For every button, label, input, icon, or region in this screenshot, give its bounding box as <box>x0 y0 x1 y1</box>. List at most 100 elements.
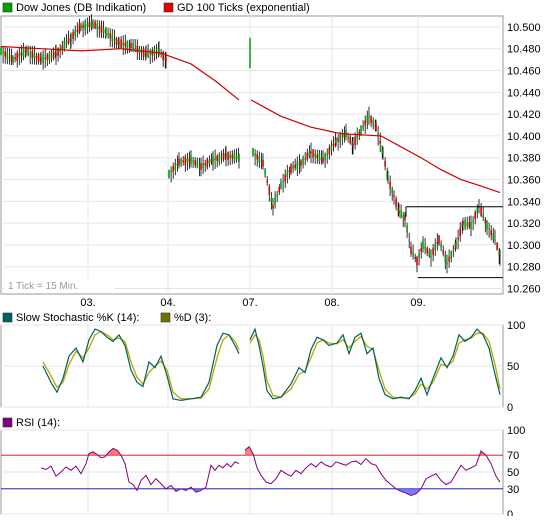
price-bar <box>27 48 29 56</box>
price-bar <box>180 159 182 165</box>
price-bar <box>80 25 82 29</box>
price-x-tick-label: 08. <box>324 297 339 309</box>
price-bar <box>212 155 214 165</box>
rsi-line <box>244 446 501 497</box>
price-bar <box>235 156 238 159</box>
price-bar <box>33 53 36 59</box>
price-bar <box>496 242 498 250</box>
price-y-tick-label: 10.500 <box>507 22 541 34</box>
price-bar <box>444 254 447 263</box>
price-bar <box>190 155 192 165</box>
price-bar <box>270 198 273 202</box>
price-bar <box>147 49 149 58</box>
price-bar <box>438 235 440 244</box>
price-bar <box>172 166 174 172</box>
price-bar <box>25 48 27 54</box>
price-bar <box>220 157 223 159</box>
price-bar <box>162 51 164 61</box>
price-bar <box>381 145 384 155</box>
price-bar <box>120 39 122 48</box>
price-channel <box>405 206 503 279</box>
price-bar <box>174 163 177 170</box>
rsi-overbought-fill <box>480 451 485 456</box>
price-bar <box>196 160 199 168</box>
price-bar <box>406 225 408 233</box>
rsi-y-tick-label: 100 <box>507 425 525 437</box>
legend-swatch-ema <box>163 2 174 13</box>
price-bar <box>8 56 11 58</box>
price-bar <box>264 169 266 175</box>
price-bar <box>204 163 206 166</box>
ema-line <box>0 45 240 101</box>
price-bar <box>272 205 274 209</box>
price-bar <box>145 52 147 56</box>
price-bar <box>310 151 312 154</box>
price-bar <box>4 51 6 57</box>
price-bar <box>20 52 23 56</box>
stoch-d-line <box>42 330 240 400</box>
price-bar <box>382 151 384 154</box>
price-bar <box>464 219 466 228</box>
price-bar <box>198 165 201 167</box>
price-bar <box>448 256 450 262</box>
price-bar <box>434 244 436 250</box>
price-bar <box>332 144 335 146</box>
price-bar <box>339 133 341 143</box>
price-bar <box>63 40 66 50</box>
price-bar <box>233 152 236 162</box>
tick-note-box <box>4 278 114 292</box>
price-bar <box>328 147 331 155</box>
price-panel: Dow Jones (DB Indikation) GD 100 Ticks (… <box>0 2 541 309</box>
price-plot-frame <box>0 15 504 295</box>
price-bar <box>37 53 40 63</box>
price-bar <box>227 151 229 161</box>
price-bar <box>300 160 302 166</box>
price-bar <box>304 158 306 160</box>
price-bar <box>389 181 391 189</box>
price-bar <box>337 138 339 142</box>
stochastic-gridlines <box>1 324 503 408</box>
price-x-tick-label: 09. <box>410 297 425 309</box>
price-bar <box>330 145 333 151</box>
stochastic-y-tick-label: 50 <box>507 361 519 373</box>
price-bar <box>16 52 18 62</box>
price-bar <box>44 57 46 59</box>
price-bar <box>29 53 31 55</box>
price-bar <box>476 208 479 214</box>
price-bar <box>280 181 282 189</box>
price-bar <box>455 242 457 248</box>
price-bar <box>208 160 211 164</box>
price-y-ticks: 10.500 10.480 10.460 10.440 10.420 10.400 10.3… <box>507 22 541 296</box>
price-bar <box>499 254 501 257</box>
price-bar <box>298 163 301 165</box>
price-bar <box>184 156 187 166</box>
price-bar <box>48 53 51 60</box>
price-bar <box>412 251 414 257</box>
price-bar <box>370 116 372 123</box>
legend-label-stoch-d: %D (3): <box>174 312 211 324</box>
price-bar <box>490 230 492 236</box>
price-bar <box>42 54 44 64</box>
stochastic-y-tick-label: 0 <box>507 402 513 414</box>
price-bar <box>468 222 471 228</box>
price-bar <box>102 28 105 33</box>
price-bar <box>391 188 393 194</box>
price-bar <box>362 125 364 128</box>
price-bar <box>278 187 281 193</box>
price-bar <box>266 180 268 183</box>
price-bar <box>472 220 474 222</box>
rsi-y-tick-label: 70 <box>507 450 519 462</box>
price-bar <box>276 194 278 197</box>
price-x-tick-label: 04. <box>160 297 175 309</box>
rsi-panel: RSI (14): 100 70 50 30 0 <box>0 417 525 521</box>
price-bar <box>347 137 349 139</box>
price-bar <box>57 47 59 57</box>
price-bar <box>461 223 464 228</box>
price-bar <box>379 140 381 144</box>
stochastic-y-ticks: 100 50 0 <box>507 320 525 414</box>
price-bar <box>52 51 55 59</box>
price-bar <box>459 227 461 237</box>
price-bar <box>136 45 139 53</box>
price-bar <box>128 44 131 47</box>
price-y-tick-label: 10.440 <box>507 87 541 99</box>
